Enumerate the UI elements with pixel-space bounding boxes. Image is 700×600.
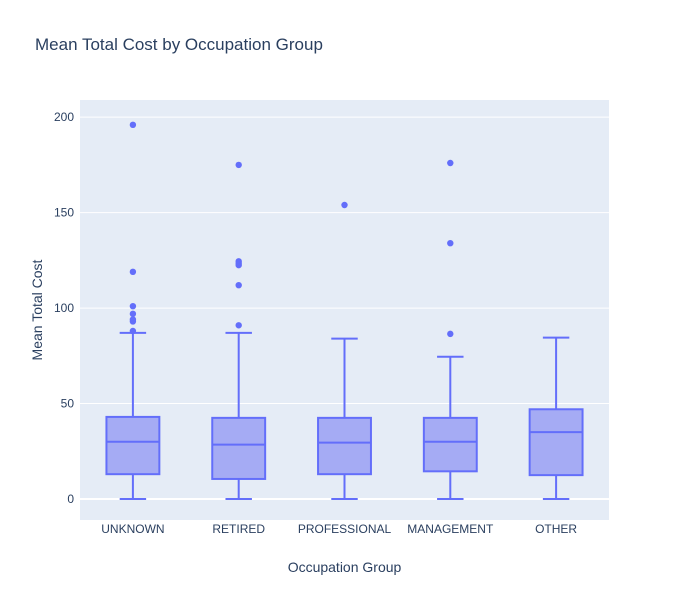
x-tick-retired: RETIRED <box>212 522 265 536</box>
chart-title: Mean Total Cost by Occupation Group <box>35 35 323 54</box>
outlier-point <box>447 159 454 167</box>
y-tick-0: 0 <box>67 492 74 506</box>
box-unknown <box>105 121 161 500</box>
outlier-point <box>447 239 454 247</box>
x-tick-unknown: UNKNOWN <box>101 522 164 536</box>
x-tick-labels: UNKNOWN RETIRED PROFESSIONAL MANAGEMENT OTHE… <box>101 522 577 536</box>
box-professional <box>317 201 372 500</box>
x-axis-title: Occupation Group <box>288 559 402 575</box>
y-tick-100: 100 <box>54 301 74 315</box>
x-tick-management: MANAGEMENT <box>407 522 494 536</box>
outlier-point <box>129 310 137 318</box>
outlier-point <box>129 121 137 129</box>
y-axis-title: Mean Total Cost <box>29 259 45 360</box>
x-tick-professional: PROFESSIONAL <box>298 522 392 536</box>
iqr-box <box>317 416 372 476</box>
box-retired <box>211 161 267 500</box>
y-tick-50: 50 <box>61 397 75 411</box>
y-tick-200: 200 <box>54 110 74 124</box>
outlier-point <box>235 261 242 269</box>
x-tick-other: OTHER <box>535 522 577 536</box>
outlier-point <box>235 281 242 289</box>
iqr-box <box>211 416 267 480</box>
iqr-box <box>422 416 478 473</box>
y-tick-labels: 0 50 100 150 200 <box>54 110 74 506</box>
iqr-box <box>528 408 584 477</box>
outlier-point <box>129 268 137 276</box>
outlier-point <box>235 322 242 329</box>
outlier-point <box>447 330 454 338</box>
box-other <box>528 336 584 500</box>
outlier-point <box>341 201 348 209</box>
outlier-point <box>235 161 242 169</box>
iqr-box <box>105 415 161 476</box>
outlier-point <box>129 318 137 325</box>
box-plots <box>105 121 584 500</box>
y-tick-150: 150 <box>54 206 74 220</box>
box-management <box>422 159 478 500</box>
outlier-point <box>129 302 137 310</box>
outlier-point <box>129 327 137 335</box>
